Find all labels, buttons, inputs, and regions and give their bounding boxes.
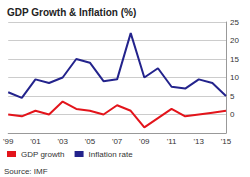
svg-text:'05: '05 bbox=[85, 137, 96, 146]
svg-text:0: 0 bbox=[230, 110, 235, 119]
svg-text:'15: '15 bbox=[221, 137, 232, 146]
svg-text:Inflation rate: Inflation rate bbox=[89, 150, 134, 159]
svg-text:'09: '09 bbox=[139, 137, 150, 146]
svg-text:'99: '99 bbox=[3, 137, 14, 146]
svg-text:'03: '03 bbox=[57, 137, 68, 146]
svg-text:10: 10 bbox=[230, 73, 239, 82]
svg-text:'11: '11 bbox=[167, 137, 177, 146]
svg-text:GDP Growth & Inflation (%): GDP Growth & Inflation (%) bbox=[7, 7, 136, 18]
svg-text:20: 20 bbox=[230, 36, 239, 45]
svg-text:'07: '07 bbox=[112, 137, 123, 146]
svg-text:15: 15 bbox=[230, 55, 239, 64]
svg-text:'13: '13 bbox=[194, 137, 205, 146]
svg-text:5: 5 bbox=[230, 92, 235, 101]
svg-text:'01: '01 bbox=[30, 137, 41, 146]
svg-text:Source: IMF: Source: IMF bbox=[4, 167, 48, 176]
svg-text:GDP growth: GDP growth bbox=[21, 150, 64, 159]
svg-text:25: 25 bbox=[230, 18, 239, 27]
